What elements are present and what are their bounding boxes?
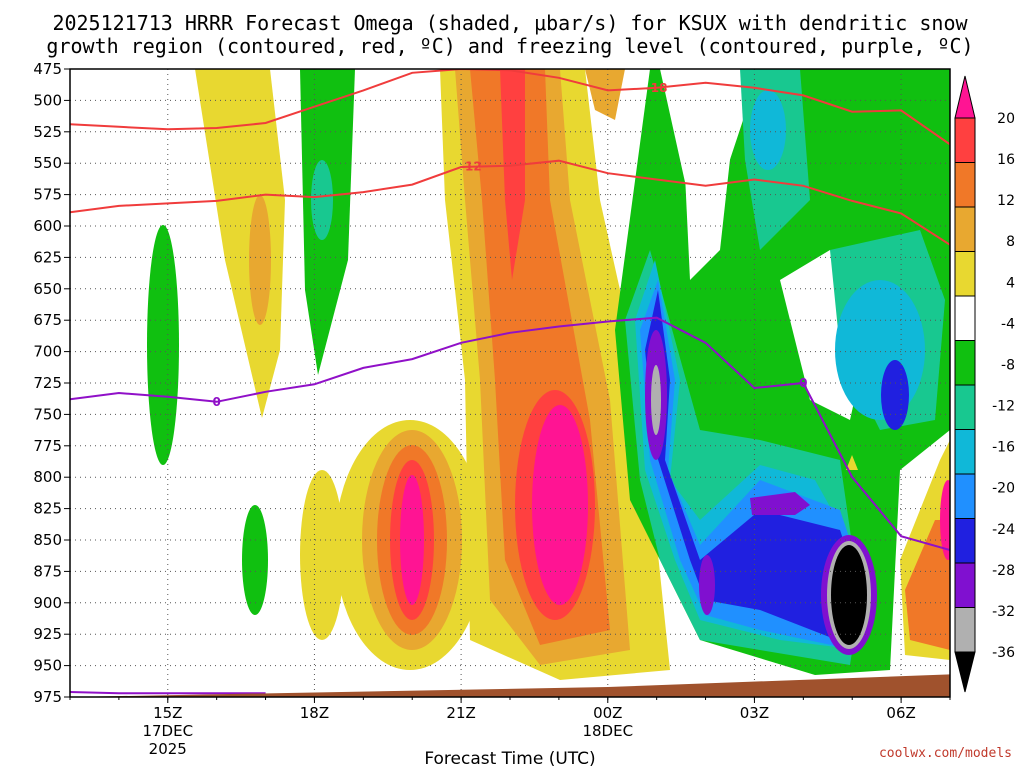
colorbar-swatch bbox=[954, 340, 976, 386]
colorbar-swatch bbox=[954, 251, 976, 297]
x-tick-label-06Z: 06Z bbox=[886, 704, 915, 722]
omega-fill-teal-upper bbox=[311, 160, 333, 240]
x-tick-label-15Z: 15Z bbox=[153, 704, 182, 722]
x-tick-label-03Z: 03Z bbox=[740, 704, 769, 722]
y-tick-label-750: 750 bbox=[33, 405, 62, 423]
omega-fill-pink-rightedge bbox=[940, 480, 950, 560]
y-tick-label-500: 500 bbox=[33, 91, 62, 109]
omega-fill-positive-left-orange bbox=[249, 195, 271, 325]
colorbar-label: 20 bbox=[997, 111, 1015, 127]
freezing-contour-label-0: 0 bbox=[799, 376, 807, 390]
omega-fill-pink-20z bbox=[400, 475, 424, 605]
omega-shading bbox=[147, 69, 950, 680]
y-tick-label-925: 925 bbox=[33, 625, 62, 643]
colorbar-swatch bbox=[954, 206, 976, 252]
colorbar-swatch bbox=[954, 162, 976, 208]
colorbar-label: -20 bbox=[992, 481, 1015, 497]
x-axis-title: Forecast Time (UTC) bbox=[424, 749, 595, 768]
colorbar-label: -8 bbox=[1001, 357, 1015, 373]
pressure-axis: 475 500 525 550 575 600 625 650 675 700 725 750 775 8… bbox=[33, 60, 70, 706]
colorbar-label: -28 bbox=[992, 563, 1015, 579]
contour-lines: -18 -12 0 0 bbox=[70, 69, 950, 695]
colorbar-label: 16 bbox=[997, 152, 1015, 168]
colorbar-swatch bbox=[954, 117, 976, 163]
colorbar-swatch bbox=[954, 429, 976, 475]
omega-fill-positive-left bbox=[195, 69, 285, 418]
x-tick-date-15Z: 17DEC bbox=[142, 722, 193, 740]
colorbar-label: 12 bbox=[997, 193, 1015, 209]
omega-fill-cyan-upperright bbox=[750, 90, 786, 170]
y-tick-label-900: 900 bbox=[33, 594, 62, 612]
y-tick-label-975: 975 bbox=[33, 688, 62, 706]
colorbar-label: -32 bbox=[992, 604, 1015, 620]
credit-text: coolwx.com/models bbox=[879, 746, 1012, 761]
omega-fill-orange-rightedge bbox=[905, 520, 950, 650]
y-tick-label-825: 825 bbox=[33, 500, 62, 518]
x-tick-year-15Z: 2025 bbox=[149, 740, 187, 758]
omega-fill-green-15z bbox=[147, 225, 179, 465]
omega-fill-purple-0400z bbox=[750, 492, 810, 515]
dgz-contour-label--18: -18 bbox=[646, 81, 668, 95]
colorbar-label: 4 bbox=[1006, 275, 1015, 291]
omega-fill-cyan-0600z bbox=[835, 280, 925, 420]
colorbar-label: -4 bbox=[1001, 316, 1015, 332]
y-tick-label-875: 875 bbox=[33, 562, 62, 580]
colorbar-label: -12 bbox=[992, 399, 1015, 415]
y-tick-label-550: 550 bbox=[33, 154, 62, 172]
omega-fill-yellow-upperright bbox=[585, 69, 625, 120]
x-tick-label-18Z: 18Z bbox=[300, 704, 329, 722]
y-tick-label-650: 650 bbox=[33, 280, 62, 298]
colorbar-label: -36 bbox=[992, 645, 1015, 661]
y-tick-label-700: 700 bbox=[33, 343, 62, 361]
y-tick-label-725: 725 bbox=[33, 374, 62, 392]
omega-fill-pink-2300z bbox=[532, 405, 588, 605]
surface-terrain bbox=[70, 674, 950, 697]
y-tick-label-675: 675 bbox=[33, 311, 62, 329]
omega-fill-green-17z bbox=[242, 505, 268, 615]
dgz-contour-0 bbox=[70, 69, 950, 146]
colorbar: 20 16 12 8 4 -4 -8 -12 -16 -20 -24 -28 -32 -36 bbox=[954, 75, 1015, 693]
omega-fill-blue-0600z bbox=[881, 360, 909, 430]
freezing-contour-0 bbox=[70, 316, 950, 551]
y-tick-label-775: 775 bbox=[33, 437, 62, 455]
x-tick-label-21Z: 21Z bbox=[446, 704, 475, 722]
colorbar-swatch bbox=[954, 518, 976, 564]
colorbar-swatch bbox=[954, 295, 976, 341]
omega-fill-gray-0130z bbox=[651, 365, 661, 435]
omega-fill-yellow-0500z-small bbox=[846, 455, 858, 470]
omega-fill-black-0500z bbox=[831, 545, 867, 645]
omega-fill-blue-main bbox=[645, 290, 870, 645]
omega-fill-white-gap bbox=[680, 69, 740, 280]
colorbar-arrow-bottom bbox=[954, 651, 976, 693]
y-tick-label-625: 625 bbox=[33, 248, 62, 266]
y-tick-label-600: 600 bbox=[33, 217, 62, 235]
colorbar-label: -24 bbox=[992, 522, 1015, 538]
y-tick-label-950: 950 bbox=[33, 657, 62, 675]
colorbar-label: -16 bbox=[992, 440, 1015, 456]
y-tick-label-800: 800 bbox=[33, 468, 62, 486]
colorbar-arrow-top bbox=[954, 75, 976, 119]
colorbar-swatch bbox=[954, 473, 976, 519]
y-tick-label-475: 475 bbox=[33, 60, 62, 78]
colorbar-swatch bbox=[954, 384, 976, 430]
x-tick-date-00Z: 18DEC bbox=[582, 722, 633, 740]
y-tick-label-575: 575 bbox=[33, 186, 62, 204]
freezing-contour-label-0: 0 bbox=[212, 395, 220, 409]
omega-fill-purple-0200z bbox=[699, 555, 715, 615]
colorbar-swatch bbox=[954, 562, 976, 608]
omega-fill-yellow-18z bbox=[300, 470, 344, 640]
omega-fill-red-central bbox=[500, 69, 525, 280]
y-tick-label-525: 525 bbox=[33, 123, 62, 141]
y-tick-label-850: 850 bbox=[33, 531, 62, 549]
freezing-contour-1 bbox=[70, 691, 266, 695]
colorbar-label: 8 bbox=[1006, 234, 1015, 250]
dgz-contour-1 bbox=[70, 159, 950, 246]
chart-title-line2: growth region (contoured, red, ºC) and f… bbox=[46, 34, 973, 58]
dgz-contour-label--12: -12 bbox=[460, 160, 482, 174]
x-tick-label-00Z: 00Z bbox=[593, 704, 622, 722]
colorbar-swatch bbox=[954, 607, 976, 653]
chart-title-line1: 2025121713 HRRR Forecast Omega (shaded, … bbox=[52, 11, 968, 35]
